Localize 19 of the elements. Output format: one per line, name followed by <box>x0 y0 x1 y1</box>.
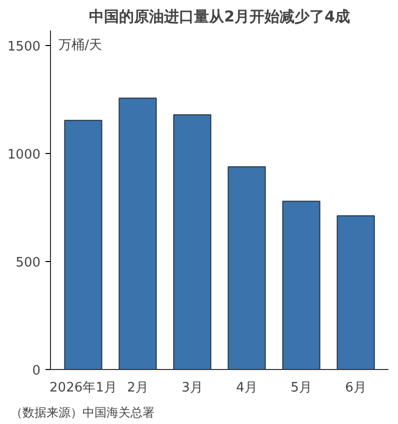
y-axis-title: 万桶/天 <box>58 38 102 54</box>
bar <box>336 215 375 370</box>
x-tick-label: 2026年1月 <box>50 380 117 396</box>
bar <box>173 114 212 370</box>
x-tick-label: 3月 <box>182 380 203 396</box>
bar <box>282 200 320 370</box>
text: （数据来源）中国海关总署 <box>10 406 154 420</box>
bar <box>64 120 102 370</box>
y-tick-label: 1500 <box>7 40 41 55</box>
x-tick-label: 6月 <box>345 380 366 396</box>
x-tick-label: 4月 <box>236 380 258 396</box>
bar <box>228 166 266 370</box>
y-tick-label: 500 <box>16 256 41 271</box>
bar <box>118 98 157 370</box>
chart-title: 中国的原油进口量从2月开始减少了4成 <box>89 8 350 26</box>
y-tick-label: 1000 <box>7 148 41 163</box>
x-tick-label: 2月 <box>127 380 148 396</box>
x-tick-label: 5月 <box>290 380 312 396</box>
y-tick-label: 0 <box>32 364 41 378</box>
